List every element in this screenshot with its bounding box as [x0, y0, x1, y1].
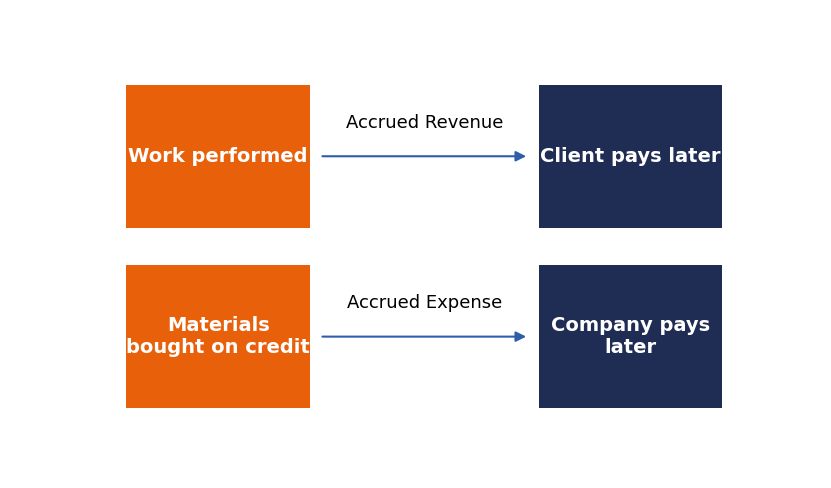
- Text: Accrued Expense: Accrued Expense: [347, 294, 502, 312]
- Text: Accrued Revenue: Accrued Revenue: [346, 114, 503, 132]
- Text: Work performed: Work performed: [129, 147, 308, 166]
- Text: Materials
bought on credit: Materials bought on credit: [126, 316, 310, 357]
- FancyBboxPatch shape: [538, 265, 722, 408]
- FancyBboxPatch shape: [126, 85, 310, 227]
- FancyBboxPatch shape: [538, 85, 722, 227]
- Text: Client pays later: Client pays later: [540, 147, 720, 166]
- Text: Company pays
later: Company pays later: [551, 316, 710, 357]
- FancyBboxPatch shape: [126, 265, 310, 408]
